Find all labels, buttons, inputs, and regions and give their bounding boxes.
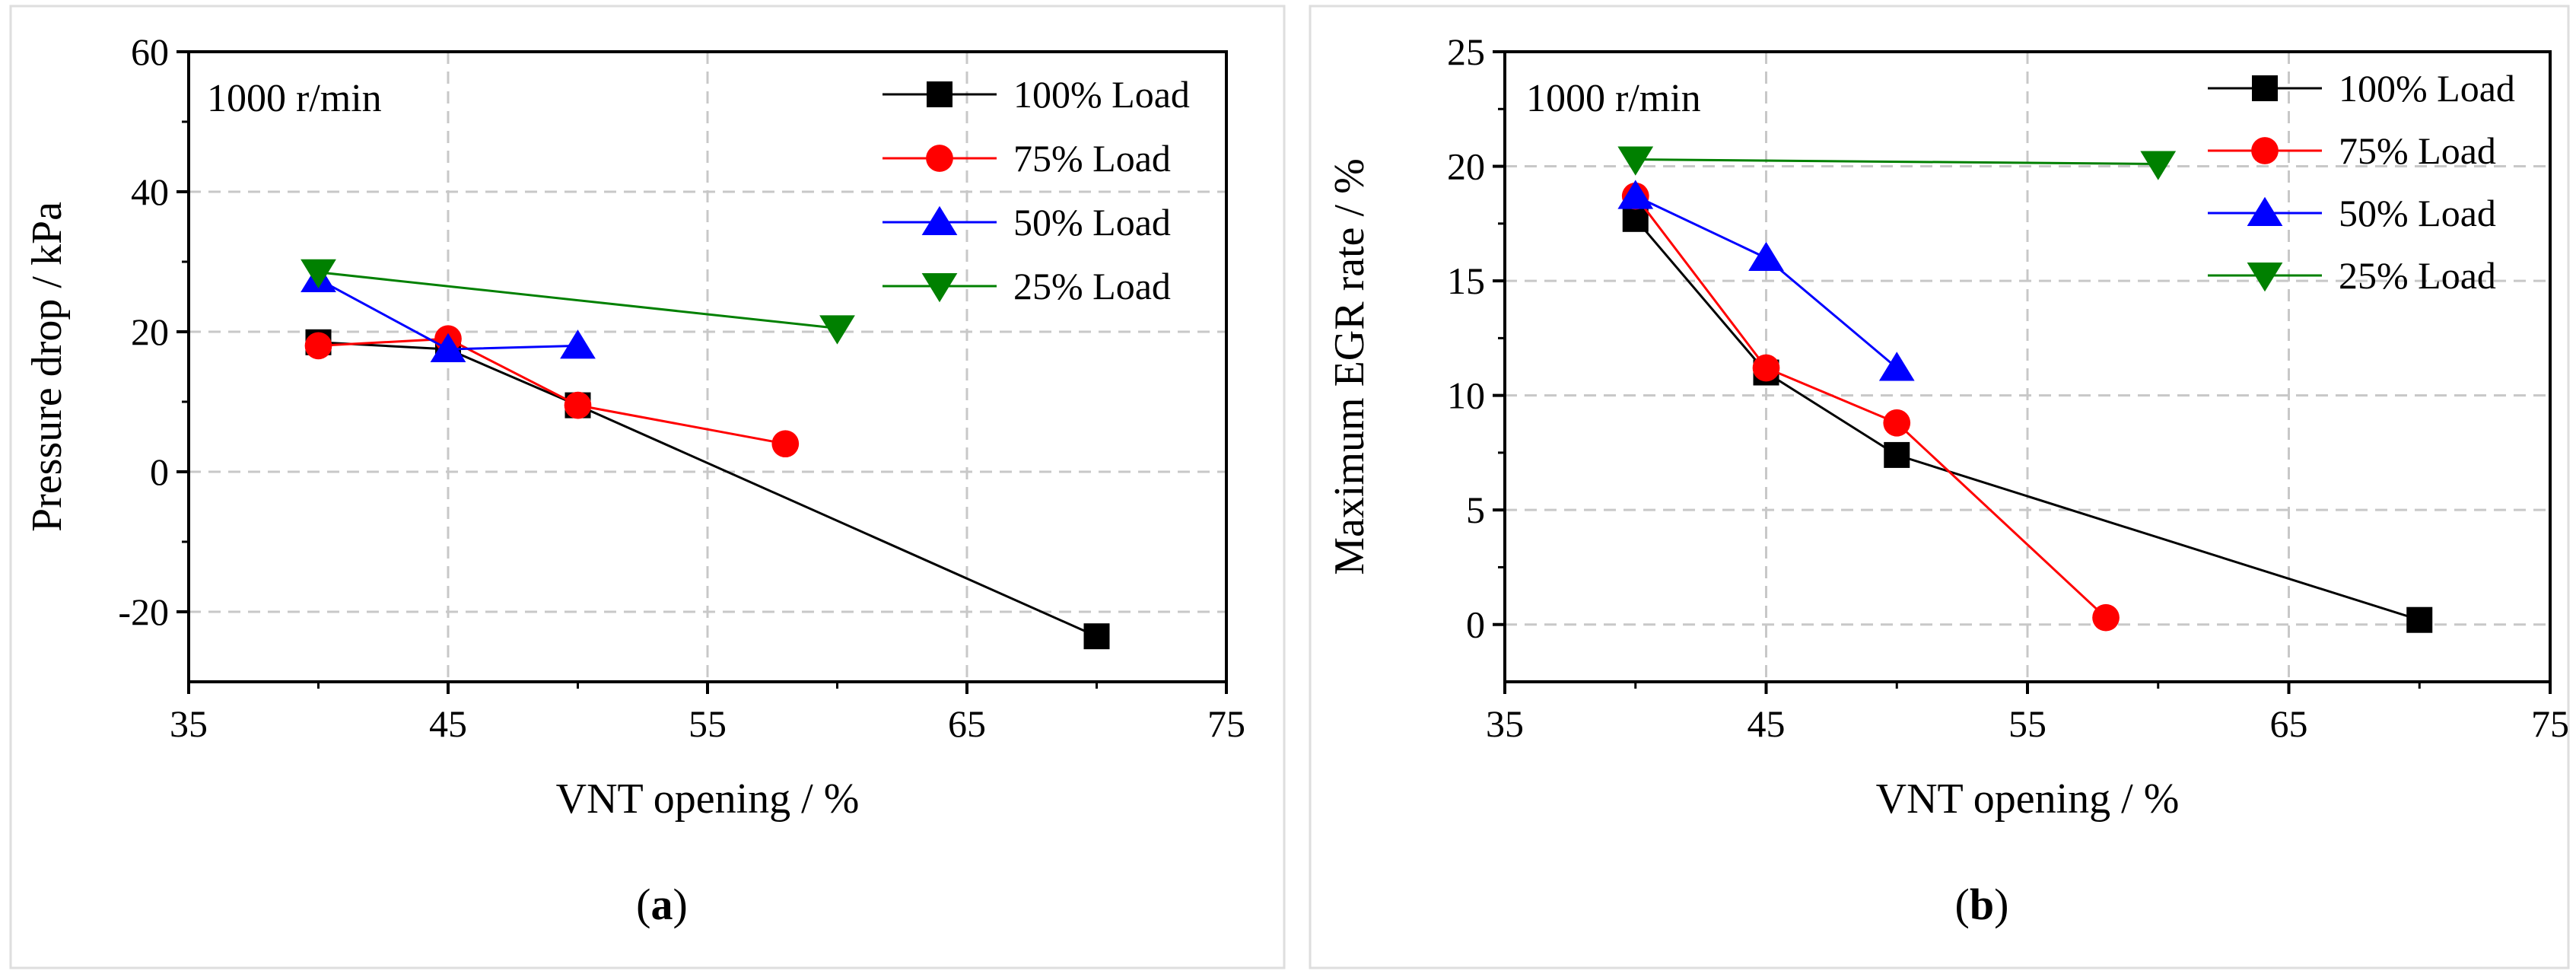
chart-panel-b: 35 45 55 65 75 0 5 10 15 20 25 VNT opening / % Maxim… [1309,5,2570,969]
data-point [1748,241,1784,271]
data-point [1083,623,1110,650]
y-tick-label: 40 [131,170,169,213]
data-point [1884,441,1910,468]
data-point [564,391,592,419]
series-25-load [1617,146,2177,180]
speed-annotation: 1000 r/min [1526,77,1701,120]
legend-label: 25% Load [2339,254,2496,297]
data-point [1617,146,1654,176]
y-tick-label: 20 [131,310,169,353]
legend-marker [2252,75,2278,101]
data-point [1878,352,1915,381]
legend: 100% Load 75% Load 50% Load 25% Load [883,73,1190,307]
x-axis-title: VNT opening / % [556,775,860,823]
x-tick-label: 65 [948,702,986,745]
series-25-load [301,259,855,345]
data-point [1617,180,1654,209]
legend-label: 100% Load [2339,67,2515,110]
legend-marker [921,205,958,235]
x-tick-label: 55 [2008,702,2046,745]
x-tick-label: 45 [429,702,467,745]
legend-label: 75% Load [2339,129,2496,172]
data-point [1622,205,1649,232]
data-point [771,430,800,458]
legend-item: 75% Load [2208,129,2496,172]
speed-annotation: 1000 r/min [207,77,382,120]
panel-frame [9,5,1286,969]
series-line [318,337,786,445]
y-tick-label: -20 [118,590,169,633]
series-line [318,271,838,329]
data-point [1883,409,1911,437]
series-100-load [1622,205,2433,633]
legend-marker [921,273,958,303]
panel-label: (a) [636,880,688,929]
legend-item: 50% Load [2208,192,2496,234]
series-line [318,341,1098,638]
data-point [2140,151,2177,180]
y-axis-title: Maximum EGR rate / % [1326,158,1373,575]
panel-letter: a [651,880,673,929]
y-tick-label: 10 [1447,374,1485,417]
data-point [301,259,336,289]
legend-label: 50% Load [1013,201,1171,244]
data-point [819,315,855,345]
x-tick-label: 55 [689,702,727,745]
legend-marker [927,81,952,107]
y-tick-label: 5 [1466,489,1485,531]
x-axis-title: VNT opening / % [1876,775,2180,823]
legend-marker [2251,137,2279,164]
series-line [1634,195,2107,619]
series-line [1635,158,2158,166]
x-tick-label: 45 [1748,702,1786,745]
y-tick-label: 15 [1447,259,1485,302]
legend-item: 100% Load [883,73,1190,116]
legend-item: 50% Load [883,201,1171,244]
legend-marker [926,145,953,172]
legend: 100% Load 75% Load 50% Load 25% Load [2208,67,2515,297]
legend-item: 100% Load [2208,67,2515,110]
data-point [304,332,332,360]
y-tick-label: 20 [1447,145,1485,188]
data-point [430,333,466,362]
series-75-load [304,325,800,458]
x-tick-label: 75 [2531,702,2569,745]
legend-marker [2247,263,2283,292]
series-50-load [301,263,596,362]
x-tick-label: 35 [1486,702,1524,745]
chart-panel-a: 35 45 55 65 75 -20 0 20 40 60 VNT opening / % Press… [9,5,1286,969]
legend-item: 25% Load [883,265,1171,307]
data-point [2092,603,2120,632]
series-50-load [1617,180,1915,381]
legend-label: 25% Load [1013,265,1171,307]
y-tick-label: 0 [150,450,169,493]
y-tick-label: 60 [131,30,169,73]
panel-letter: b [1970,880,1994,929]
legend-label: 100% Load [1013,73,1190,116]
y-tick-label: 25 [1447,30,1485,73]
legend-marker [2247,196,2283,226]
legend-label: 75% Load [1013,137,1171,180]
data-point [1752,354,1780,382]
legend-item: 75% Load [883,137,1171,180]
y-axis-title: Pressure drop / kPa [24,202,71,532]
x-tick-label: 75 [1207,702,1245,745]
data-point [2406,606,2433,633]
x-tick-label: 35 [170,702,208,745]
legend-label: 50% Load [2339,192,2496,234]
panel-label: (b) [1955,880,2009,929]
y-tick-label: 0 [1466,603,1485,646]
legend-item: 25% Load [2208,254,2496,297]
x-tick-label: 65 [2270,702,2308,745]
data-point [560,329,596,359]
series-line [1634,218,2420,622]
